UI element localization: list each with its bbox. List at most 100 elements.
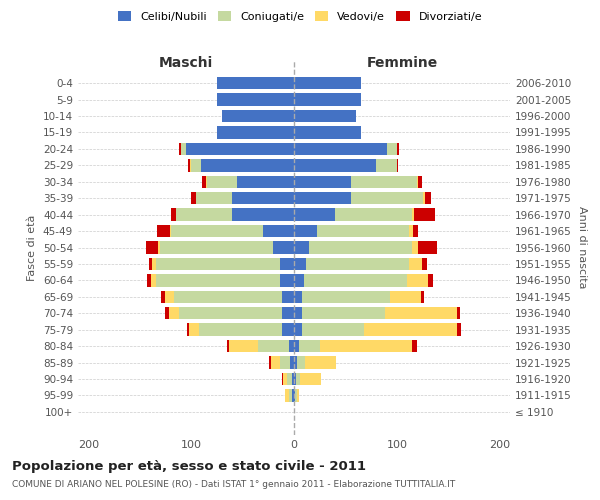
Bar xyxy=(457,324,461,336)
Bar xyxy=(294,340,299,352)
Bar xyxy=(296,373,300,385)
Bar xyxy=(285,389,289,402)
Bar xyxy=(191,192,196,204)
Bar xyxy=(305,356,336,368)
Bar xyxy=(196,192,232,204)
Bar xyxy=(232,192,294,204)
Bar xyxy=(202,159,294,172)
Bar xyxy=(217,126,294,138)
Text: Femmine: Femmine xyxy=(367,56,437,70)
Bar xyxy=(274,242,294,254)
Bar xyxy=(294,242,310,254)
Bar xyxy=(376,159,397,172)
Bar xyxy=(294,94,361,106)
Bar xyxy=(186,143,294,155)
Bar xyxy=(280,258,294,270)
Bar xyxy=(157,225,170,237)
Bar xyxy=(199,324,281,336)
Bar xyxy=(409,225,413,237)
Bar xyxy=(385,307,457,320)
Bar xyxy=(229,340,258,352)
Bar xyxy=(169,307,179,320)
Bar xyxy=(289,389,292,402)
Bar xyxy=(179,143,181,155)
Bar xyxy=(149,258,152,270)
Bar xyxy=(294,77,361,90)
Bar xyxy=(320,340,412,352)
Bar xyxy=(160,242,274,254)
Bar xyxy=(206,176,238,188)
Bar xyxy=(295,389,297,402)
Bar xyxy=(294,225,317,237)
Bar xyxy=(294,208,335,221)
Bar xyxy=(280,356,290,368)
Bar xyxy=(335,208,412,221)
Bar xyxy=(421,290,424,303)
Bar xyxy=(302,307,385,320)
Bar xyxy=(294,307,302,320)
Bar xyxy=(317,225,409,237)
Bar xyxy=(412,340,418,352)
Bar xyxy=(412,208,415,221)
Bar xyxy=(217,77,294,90)
Bar xyxy=(191,159,202,172)
Bar xyxy=(407,274,428,286)
Bar xyxy=(299,340,320,352)
Bar xyxy=(287,373,292,385)
Bar xyxy=(187,324,189,336)
Bar xyxy=(428,274,433,286)
Bar xyxy=(166,307,169,320)
Bar xyxy=(297,389,299,402)
Bar xyxy=(457,307,460,320)
Text: COMUNE DI ARIANO NEL POLESINE (RO) - Dati ISTAT 1° gennaio 2011 - Elaborazione T: COMUNE DI ARIANO NEL POLESINE (RO) - Dat… xyxy=(12,480,455,489)
Bar xyxy=(290,356,294,368)
Bar xyxy=(283,373,287,385)
Bar xyxy=(302,324,364,336)
Bar xyxy=(310,242,412,254)
Bar xyxy=(281,324,294,336)
Bar xyxy=(294,290,302,303)
Bar xyxy=(294,274,304,286)
Bar xyxy=(156,258,280,270)
Bar xyxy=(258,340,289,352)
Bar xyxy=(281,307,294,320)
Bar xyxy=(271,356,280,368)
Bar xyxy=(350,176,418,188)
Bar xyxy=(281,290,294,303)
Bar xyxy=(181,143,186,155)
Bar xyxy=(294,143,386,155)
Bar xyxy=(364,324,457,336)
Bar xyxy=(170,208,176,221)
Bar xyxy=(269,356,271,368)
Bar xyxy=(190,159,191,172)
Bar xyxy=(294,159,376,172)
Bar xyxy=(292,373,294,385)
Bar xyxy=(188,159,190,172)
Bar xyxy=(294,389,295,402)
Bar xyxy=(422,258,427,270)
Bar xyxy=(422,192,425,204)
Bar xyxy=(302,290,389,303)
Bar xyxy=(294,192,350,204)
Bar xyxy=(389,290,421,303)
Bar xyxy=(146,242,158,254)
Bar xyxy=(161,290,166,303)
Y-axis label: Fasce di età: Fasce di età xyxy=(28,214,37,280)
Bar xyxy=(418,176,422,188)
Bar xyxy=(294,324,302,336)
Legend: Celibi/Nubili, Coniugati/e, Vedovi/e, Divorziati/e: Celibi/Nubili, Coniugati/e, Vedovi/e, Di… xyxy=(112,6,488,28)
Bar xyxy=(263,225,294,237)
Bar xyxy=(158,242,160,254)
Bar xyxy=(202,176,206,188)
Text: Maschi: Maschi xyxy=(159,56,213,70)
Bar xyxy=(397,143,399,155)
Bar xyxy=(294,258,307,270)
Bar xyxy=(217,94,294,106)
Bar xyxy=(418,242,437,254)
Bar xyxy=(147,274,151,286)
Bar xyxy=(412,242,418,254)
Bar xyxy=(280,274,294,286)
Bar xyxy=(173,290,281,303)
Bar xyxy=(238,176,294,188)
Y-axis label: Anni di nascita: Anni di nascita xyxy=(577,206,587,289)
